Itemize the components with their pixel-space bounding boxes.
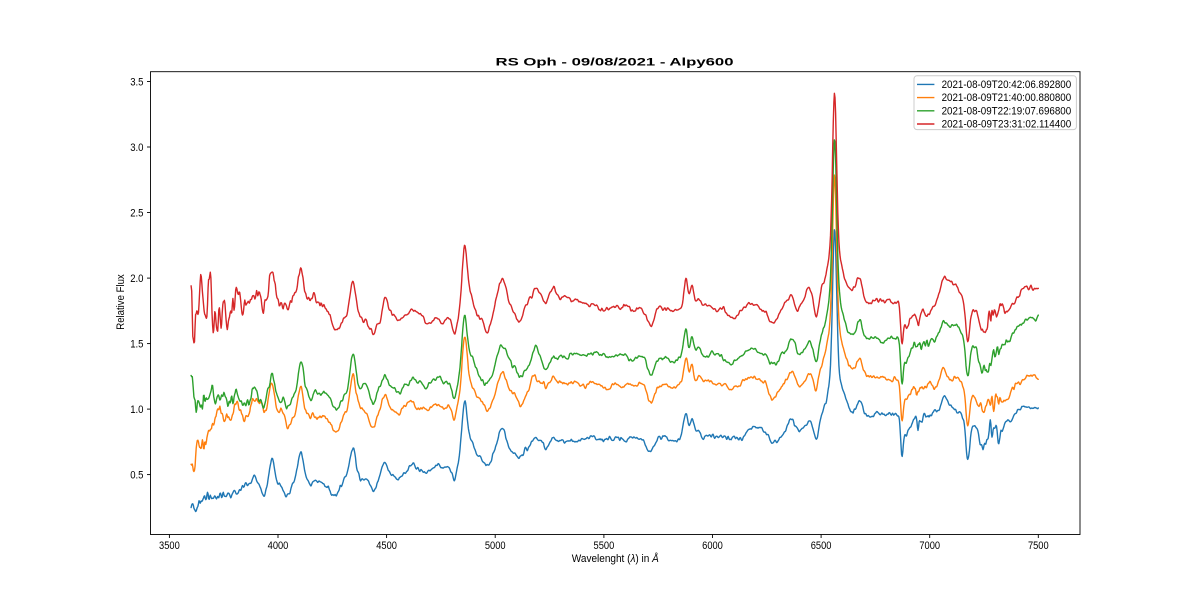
svg-text:Relative Flux: Relative Flux: [115, 274, 127, 330]
svg-text:1.5: 1.5: [130, 338, 143, 350]
svg-text:6000: 6000: [702, 540, 723, 552]
svg-text:3500: 3500: [159, 540, 180, 552]
svg-text:1.0: 1.0: [130, 404, 143, 416]
svg-text:6500: 6500: [811, 540, 832, 552]
svg-text:7500: 7500: [1028, 540, 1049, 552]
svg-text:0.5: 0.5: [130, 469, 143, 481]
svg-text:2021-08-09T22:19:07.696800: 2021-08-09T22:19:07.696800: [942, 105, 1072, 117]
svg-text:2021-08-09T23:31:02.114400: 2021-08-09T23:31:02.114400: [942, 119, 1072, 131]
svg-text:2021-08-09T20:42:06.892800: 2021-08-09T20:42:06.892800: [942, 79, 1072, 91]
svg-text:2.0: 2.0: [130, 273, 143, 285]
svg-text:2021-08-09T21:40:00.880800: 2021-08-09T21:40:00.880800: [942, 92, 1072, 104]
svg-text:7000: 7000: [919, 540, 940, 552]
svg-text:RS Oph - 09/08/2021 - Alpy600: RS Oph - 09/08/2021 - Alpy600: [496, 57, 734, 69]
svg-text:3.0: 3.0: [130, 142, 143, 154]
svg-text:5000: 5000: [485, 540, 506, 552]
svg-text:3.5: 3.5: [130, 76, 143, 88]
svg-text:5500: 5500: [594, 540, 615, 552]
svg-text:Wavelenght (λ) in Å: Wavelenght (λ) in Å: [572, 552, 659, 565]
svg-text:4000: 4000: [268, 540, 289, 552]
svg-text:2.5: 2.5: [130, 207, 143, 219]
svg-text:4500: 4500: [376, 540, 397, 552]
